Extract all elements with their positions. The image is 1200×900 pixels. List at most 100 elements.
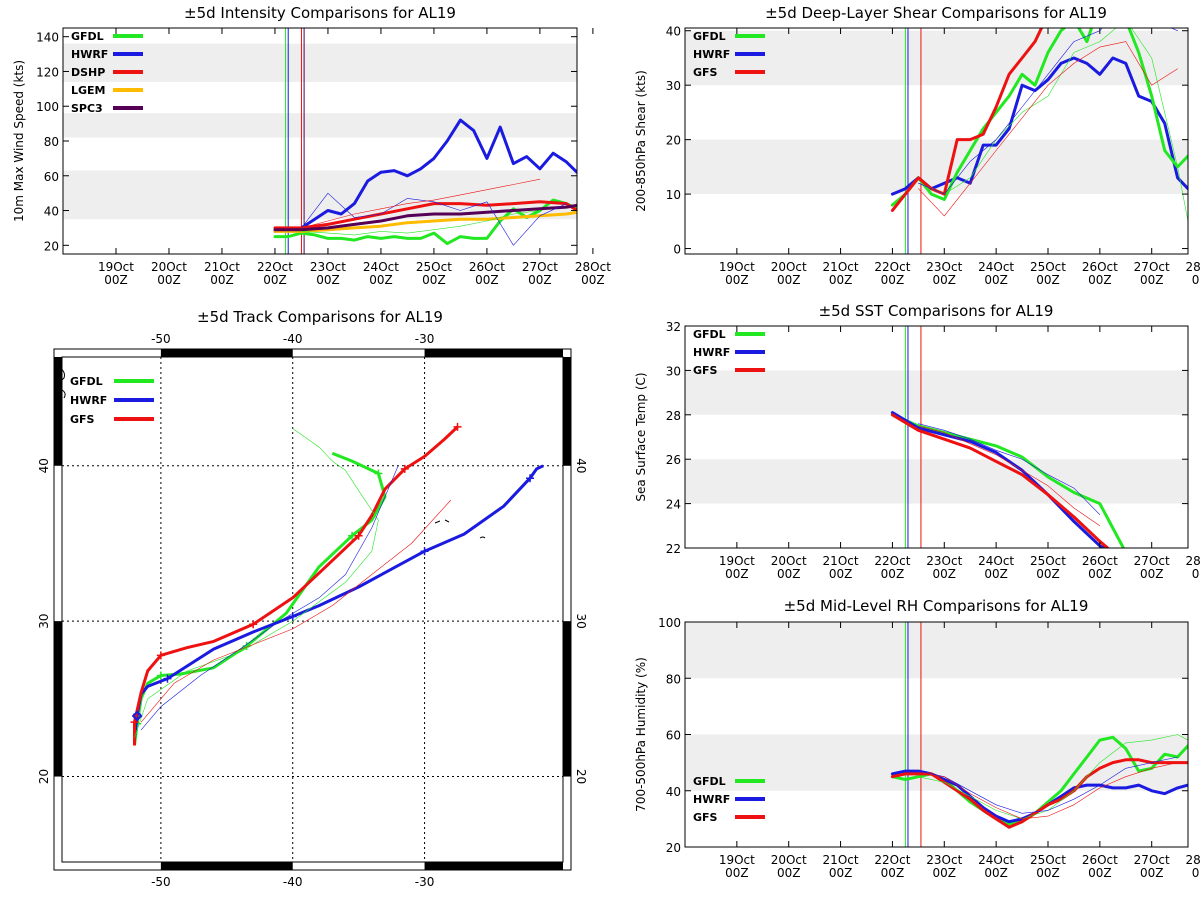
track-series-gfs-ensemble bbox=[140, 499, 452, 723]
shear-xtick-label: 00Z bbox=[1192, 273, 1200, 287]
intensity-series-hwrf-ensemble bbox=[301, 192, 567, 246]
track-marker-hwrf bbox=[420, 547, 429, 556]
track-start-marker bbox=[131, 710, 143, 722]
intensity-ytick-label: 40 bbox=[44, 205, 59, 219]
sst-xtick-label: 00Z bbox=[1192, 567, 1200, 581]
rh-xtick-label: 24Oct bbox=[978, 853, 1014, 867]
track-legend-label-gfs: GFS bbox=[70, 413, 95, 426]
track-marker-gfdl bbox=[156, 671, 165, 680]
sst-axes-box bbox=[684, 325, 1189, 549]
shear-series-hwrf bbox=[890, 56, 1188, 196]
intensity-band bbox=[63, 113, 577, 138]
shear-xtick-label: 21Oct bbox=[823, 260, 859, 274]
rh-series-hwrf-ensemble bbox=[918, 756, 1178, 814]
track-marker-gfs bbox=[453, 422, 462, 431]
intensity-xtick-label: 20Oct bbox=[151, 260, 187, 274]
sst-xtick-label: 00Z bbox=[725, 567, 749, 581]
sst-title: ±5d SST Comparisons for AL19 bbox=[819, 302, 1054, 320]
intensity-band bbox=[63, 43, 577, 82]
intensity-xtick-label: 19Oct bbox=[98, 260, 134, 274]
shear-xtick-label: 00Z bbox=[829, 273, 853, 287]
rh-xtick-label: 27Oct bbox=[1134, 853, 1170, 867]
track-legend-label-gfdl: GFDL bbox=[70, 375, 103, 388]
intensity-xtick-label: 00Z bbox=[528, 273, 552, 287]
rh-xtick-label: 19Oct bbox=[719, 853, 755, 867]
rh-ytick-label: 40 bbox=[666, 785, 681, 799]
rh-legend-label-hwrf: HWRF bbox=[693, 793, 730, 806]
sst-legend-label-gfs: GFS bbox=[693, 364, 718, 377]
track-series-group bbox=[130, 422, 544, 746]
shear-ytick-label: 20 bbox=[666, 134, 681, 148]
intensity-xtick-label: 00Z bbox=[369, 273, 393, 287]
intensity-series-dshp-ensemble bbox=[301, 178, 541, 229]
shear-ytick-label: 30 bbox=[666, 79, 681, 93]
shear-xtick-label: 00Z bbox=[1140, 273, 1164, 287]
shear-xtick-label: 26Oct bbox=[1082, 260, 1118, 274]
shear-panel bbox=[684, 27, 1189, 255]
rh-xtick-label: 23Oct bbox=[926, 853, 962, 867]
intensity-xtick-label: 21Oct bbox=[204, 260, 240, 274]
intensity-xtick-label: 23Oct bbox=[310, 260, 346, 274]
sst-band bbox=[685, 459, 1188, 504]
rh-xtick-label: 00Z bbox=[933, 866, 957, 880]
sst-xtick-label: 25Oct bbox=[1030, 554, 1066, 568]
sst-xtick-label: 24Oct bbox=[978, 554, 1014, 568]
sst-band bbox=[685, 370, 1188, 415]
rh-ytick-label: 60 bbox=[666, 729, 681, 743]
rh-xtick-label: 00Z bbox=[881, 866, 905, 880]
shear-xtick-label: 00Z bbox=[1088, 273, 1112, 287]
track-frame-bar bbox=[424, 862, 563, 870]
intensity-series-dshp bbox=[273, 200, 577, 230]
track-lat-label-left: 40 bbox=[37, 458, 51, 473]
sst-series-hwrf-ensemble bbox=[918, 423, 1101, 516]
sst-ytick-label: 32 bbox=[666, 320, 681, 334]
track-outer-frame bbox=[53, 348, 572, 871]
intensity-legend-label-hwrf: HWRF bbox=[71, 48, 108, 61]
shear-xtick-label: 24Oct bbox=[978, 260, 1014, 274]
sst-xtick-label: 19Oct bbox=[719, 554, 755, 568]
track-lat-label-left: 30 bbox=[37, 614, 51, 629]
rh-xtick-label: 00Z bbox=[984, 866, 1008, 880]
track-frame-bar bbox=[54, 357, 62, 466]
intensity-xtick-label: 00Z bbox=[475, 273, 499, 287]
intensity-xtick-label: 24Oct bbox=[363, 260, 399, 274]
track-lon-label-bottom: -50 bbox=[151, 875, 171, 889]
track-island bbox=[434, 519, 486, 539]
track-marker-gfs bbox=[249, 620, 258, 629]
track-marker-gfs bbox=[354, 531, 363, 540]
sst-series-group bbox=[890, 411, 1126, 548]
sst-ylabel: Sea Surface Temp (C) bbox=[634, 372, 648, 501]
sst-series-hwrf bbox=[890, 411, 1108, 548]
track-legend-label-hwrf: HWRF bbox=[70, 394, 107, 407]
shear-xtick-label: 00Z bbox=[933, 273, 957, 287]
track-title: ±5d Track Comparisons for AL19 bbox=[197, 308, 443, 326]
sst-xtick-label: 20Oct bbox=[771, 554, 807, 568]
rh-ytick-label: 20 bbox=[666, 841, 681, 855]
intensity-series-spc3 bbox=[273, 203, 577, 232]
intensity-xtick-label: 00Z bbox=[157, 273, 181, 287]
track-marker-gfdl bbox=[374, 469, 383, 478]
rh-legend-label-gfs: GFS bbox=[693, 811, 718, 824]
shear-xtick-label: 19Oct bbox=[719, 260, 755, 274]
sst-xtick-label: 00Z bbox=[984, 567, 1008, 581]
sst-xtick-label: 00Z bbox=[881, 567, 905, 581]
rh-series-gfdl-ensemble bbox=[918, 734, 1188, 820]
track-marker-gfs bbox=[156, 651, 165, 660]
shear-xtick-label: 20Oct bbox=[771, 260, 807, 274]
track-marker-hwrf bbox=[526, 474, 535, 483]
sst-legend-label-gfdl: GFDL bbox=[693, 328, 726, 341]
sst-xtick-label: 00Z bbox=[829, 567, 853, 581]
sst-xtick-label: 28Oct bbox=[1186, 554, 1200, 568]
sst-xtick-label: 00Z bbox=[777, 567, 801, 581]
sst-xtick-label: 26Oct bbox=[1082, 554, 1118, 568]
intensity-xtick-label: 25Oct bbox=[416, 260, 452, 274]
intensity-ytick-label: 20 bbox=[44, 239, 59, 253]
sst-series-gfs bbox=[890, 413, 1110, 548]
rh-xtick-label: 00Z bbox=[1088, 866, 1112, 880]
shear-xtick-label: 22Oct bbox=[874, 260, 910, 274]
intensity-legend-label-dshp: DSHP bbox=[71, 66, 105, 79]
shear-series-gfdl bbox=[890, 28, 1188, 207]
intensity-xtick-label: 22Oct bbox=[257, 260, 293, 274]
intensity-ytick-label: 60 bbox=[44, 170, 59, 184]
